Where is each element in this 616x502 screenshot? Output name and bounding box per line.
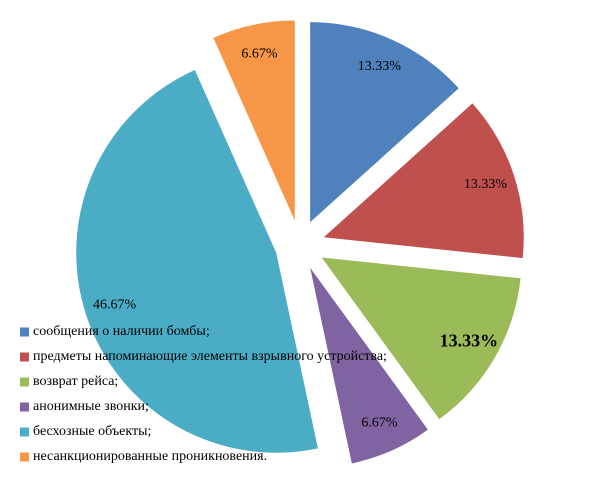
data-label: 46.67% [93,298,137,313]
pie-slice [310,267,428,464]
pie-slice [323,103,524,259]
data-label: 13.33% [464,177,508,192]
data-label: 6.67% [241,46,278,61]
legend-label: несанкционированные проникновения. [33,449,267,464]
legend-label: бесхозные объекты; [33,424,151,439]
legend-label: сообщения о наличии бомбы; [33,324,210,339]
pie-slice [213,20,295,221]
legend-swatch [20,352,29,362]
legend-label: анонимные звонки; [33,399,149,414]
legend-swatch [20,452,29,462]
pie-slice [321,257,521,420]
legend-swatch [20,377,29,387]
data-label: 6.67% [361,415,398,430]
legend-label: возврат рейса; [33,374,118,389]
legend-swatch [20,327,29,337]
pie-slice [310,22,459,223]
legend-swatch [20,427,29,437]
legend-label: предметы напоминающие элементы взрывного… [33,349,387,364]
data-label: 13.33% [440,331,499,351]
pie-slice [76,70,318,453]
data-label: 13.33% [358,59,402,74]
legend-swatch [20,402,29,412]
